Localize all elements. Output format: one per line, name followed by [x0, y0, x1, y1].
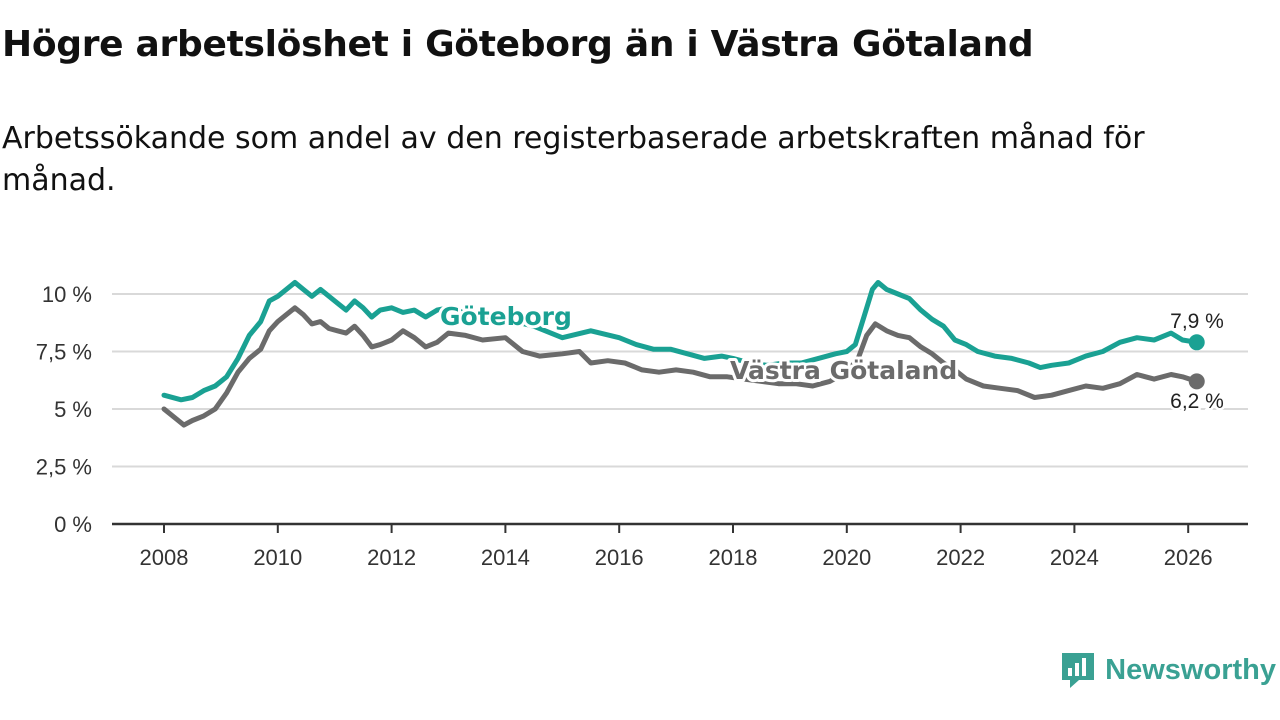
x-tick-label: 2018 [709, 545, 758, 570]
x-tick-label: 2014 [481, 545, 530, 570]
x-tick-label: 2026 [1164, 545, 1213, 570]
end-point-marker [1188, 334, 1205, 351]
x-tick-label: 2012 [367, 545, 416, 570]
chart-title: Högre arbetslöshet i Göteborg än i Västr… [2, 24, 1034, 65]
y-tick-label: 7,5 % [36, 340, 92, 365]
y-tick-label: 2,5 % [36, 455, 92, 480]
brand-logo: Newsworthy [1059, 650, 1276, 690]
series-labels: Göteborg Västra Götaland 7,9 % 6,2 % [437, 299, 1226, 416]
newsworthy-logo-icon [1062, 653, 1095, 688]
x-tick-label: 2016 [595, 545, 644, 570]
series-line-goteborg [161, 280, 1200, 403]
y-tick-label: 0 % [54, 512, 92, 537]
x-axis: 2008 2010 2012 2014 2016 2018 2020 2022 2024 2026 [112, 522, 1248, 570]
y-tick-label: 10 % [42, 282, 92, 307]
x-tick-label: 2008 [140, 545, 189, 570]
brand-name: Newsworthy [1105, 653, 1276, 686]
series-label: Göteborg [440, 302, 572, 331]
series-lines [161, 280, 1205, 428]
y-tick-label: 5 % [54, 397, 92, 422]
end-point-marker [1188, 373, 1205, 390]
x-tick-label: 2024 [1050, 545, 1099, 570]
chart-subtitle: Arbetssökande som andel av den registerb… [2, 121, 1145, 198]
x-tick-label: 2020 [822, 545, 871, 570]
end-value-label: 6,2 % [1170, 390, 1224, 413]
series-label: Västra Götaland [730, 356, 957, 385]
y-axis-ticks: 0 % 2,5 % 5 % 7,5 % 10 % [36, 282, 92, 537]
x-tick-label: 2022 [936, 545, 985, 570]
x-tick-label: 2010 [253, 545, 302, 570]
series-line-vastra-gotaland [161, 305, 1200, 428]
end-value-label: 7,9 % [1170, 310, 1224, 333]
